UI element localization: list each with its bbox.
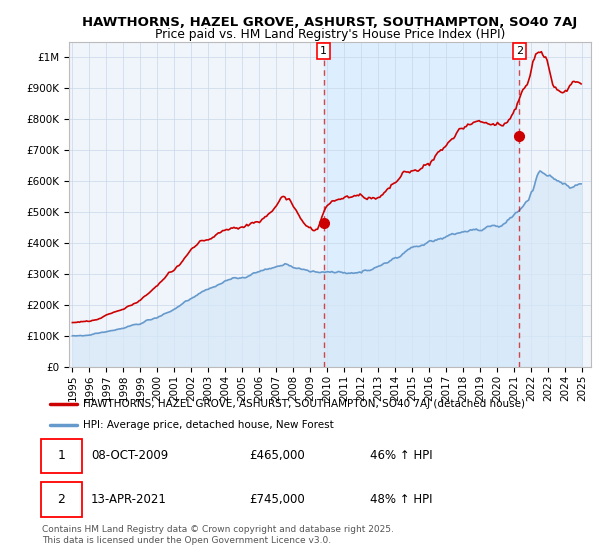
- Text: HAWTHORNS, HAZEL GROVE, ASHURST, SOUTHAMPTON, SO40 7AJ: HAWTHORNS, HAZEL GROVE, ASHURST, SOUTHAM…: [82, 16, 578, 29]
- Text: 48% ↑ HPI: 48% ↑ HPI: [370, 493, 432, 506]
- Text: 46% ↑ HPI: 46% ↑ HPI: [370, 449, 432, 463]
- Text: HPI: Average price, detached house, New Forest: HPI: Average price, detached house, New …: [83, 420, 334, 430]
- Text: £465,000: £465,000: [250, 449, 305, 463]
- Text: 2: 2: [57, 493, 65, 506]
- FancyBboxPatch shape: [41, 482, 82, 517]
- Text: 1: 1: [320, 46, 327, 56]
- Text: 08-OCT-2009: 08-OCT-2009: [91, 449, 169, 463]
- Text: 1: 1: [57, 449, 65, 463]
- Text: HAWTHORNS, HAZEL GROVE, ASHURST, SOUTHAMPTON, SO40 7AJ (detached house): HAWTHORNS, HAZEL GROVE, ASHURST, SOUTHAM…: [83, 399, 525, 409]
- Bar: [323, 42, 519, 367]
- FancyBboxPatch shape: [41, 438, 82, 473]
- Text: 13-APR-2021: 13-APR-2021: [91, 493, 167, 506]
- Text: Contains HM Land Registry data © Crown copyright and database right 2025.
This d: Contains HM Land Registry data © Crown c…: [42, 525, 394, 545]
- Text: £745,000: £745,000: [250, 493, 305, 506]
- Text: 2: 2: [515, 46, 523, 56]
- Text: Price paid vs. HM Land Registry's House Price Index (HPI): Price paid vs. HM Land Registry's House …: [155, 28, 505, 41]
